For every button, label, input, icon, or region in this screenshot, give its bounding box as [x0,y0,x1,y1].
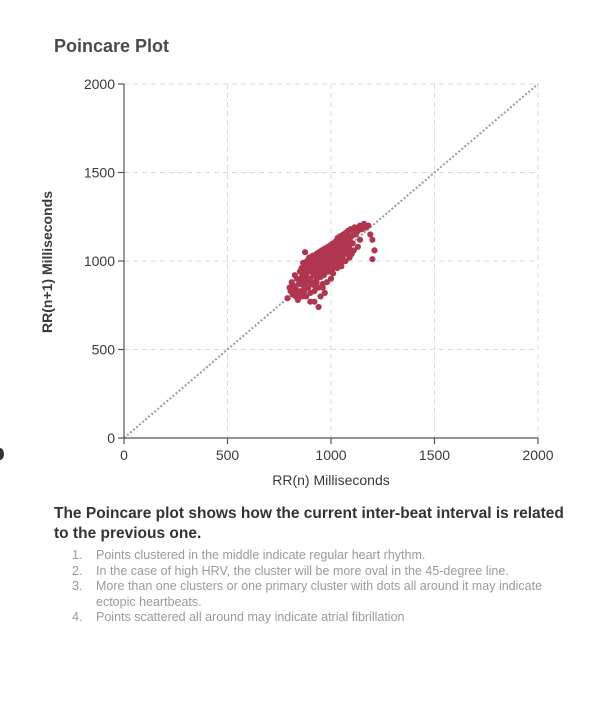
data-point [301,288,308,295]
data-point [349,240,356,247]
data-point [313,279,320,286]
list-number: 2. [72,563,83,578]
x-tick-label: 1500 [419,447,450,463]
list-text: Points scattered all around may indicate… [96,610,405,624]
data-point [302,249,309,256]
data-point [305,284,312,291]
data-point [369,236,376,243]
data-point [311,298,318,305]
list-item: 1. Points clustered in the middle indica… [54,548,574,564]
data-point [311,288,318,295]
data-point [356,236,364,243]
data-point [317,273,324,280]
y-tick-label: 1000 [84,253,115,269]
list-text: More than one clusters or one primary cl… [96,579,543,609]
data-point [342,250,349,257]
data-point [367,231,374,238]
x-tick-label: 1000 [315,447,346,463]
y-tick-label: 2000 [84,76,115,92]
data-point [369,256,376,263]
data-points [284,220,378,311]
data-point [296,291,303,298]
description-heading: The Poincare plot shows how the current … [54,505,564,542]
list-text: In the case of high HRV, the cluster wil… [96,563,509,578]
axes [118,83,539,444]
list-item: 2. In the case of high HRV, the cluster … [54,564,574,580]
poincare-chart: 0 500 1000 1500 2000 0 500 1000 1500 2000 RR(n) M… [39,76,554,488]
data-point [346,247,353,254]
list-item: 3. More than one clusters or one primary… [54,579,574,610]
data-point [317,293,324,300]
data-point [315,303,322,311]
list-number: 1. [72,548,83,562]
y-tick-label: 1500 [84,165,115,181]
data-point [327,275,335,282]
data-point [325,268,332,275]
list-text: Points clustered in the middle indicate … [96,548,426,562]
y-axis-title: RR(n+1) Milliseconds [39,191,55,333]
data-point [336,257,343,265]
x-tick-label: 0 [120,447,128,463]
list-number: 3. [72,579,83,593]
data-point [338,263,345,270]
data-point [365,222,372,229]
data-point [354,243,361,250]
edge-marker [0,448,4,460]
x-tick-label: 500 [216,447,240,463]
tick-labels: 0 500 1000 1500 2000 0 500 1000 1500 2000 [84,76,554,463]
x-tick-label: 2000 [522,447,553,463]
list-item: 4. Points scattered all around may indic… [54,610,574,626]
y-tick-label: 500 [92,342,116,358]
y-tick-label: 0 [107,430,115,446]
data-point [371,247,378,254]
chart-title: Poincare Plot [54,36,170,56]
list-number: 4. [72,610,83,624]
data-point [321,289,328,296]
data-point [319,280,326,288]
data-point [330,265,337,272]
notes-list: 1. Points clustered in the middle indica… [54,548,574,626]
x-axis-title: RR(n) Milliseconds [272,472,389,488]
data-point [315,284,322,291]
data-point [284,295,291,302]
